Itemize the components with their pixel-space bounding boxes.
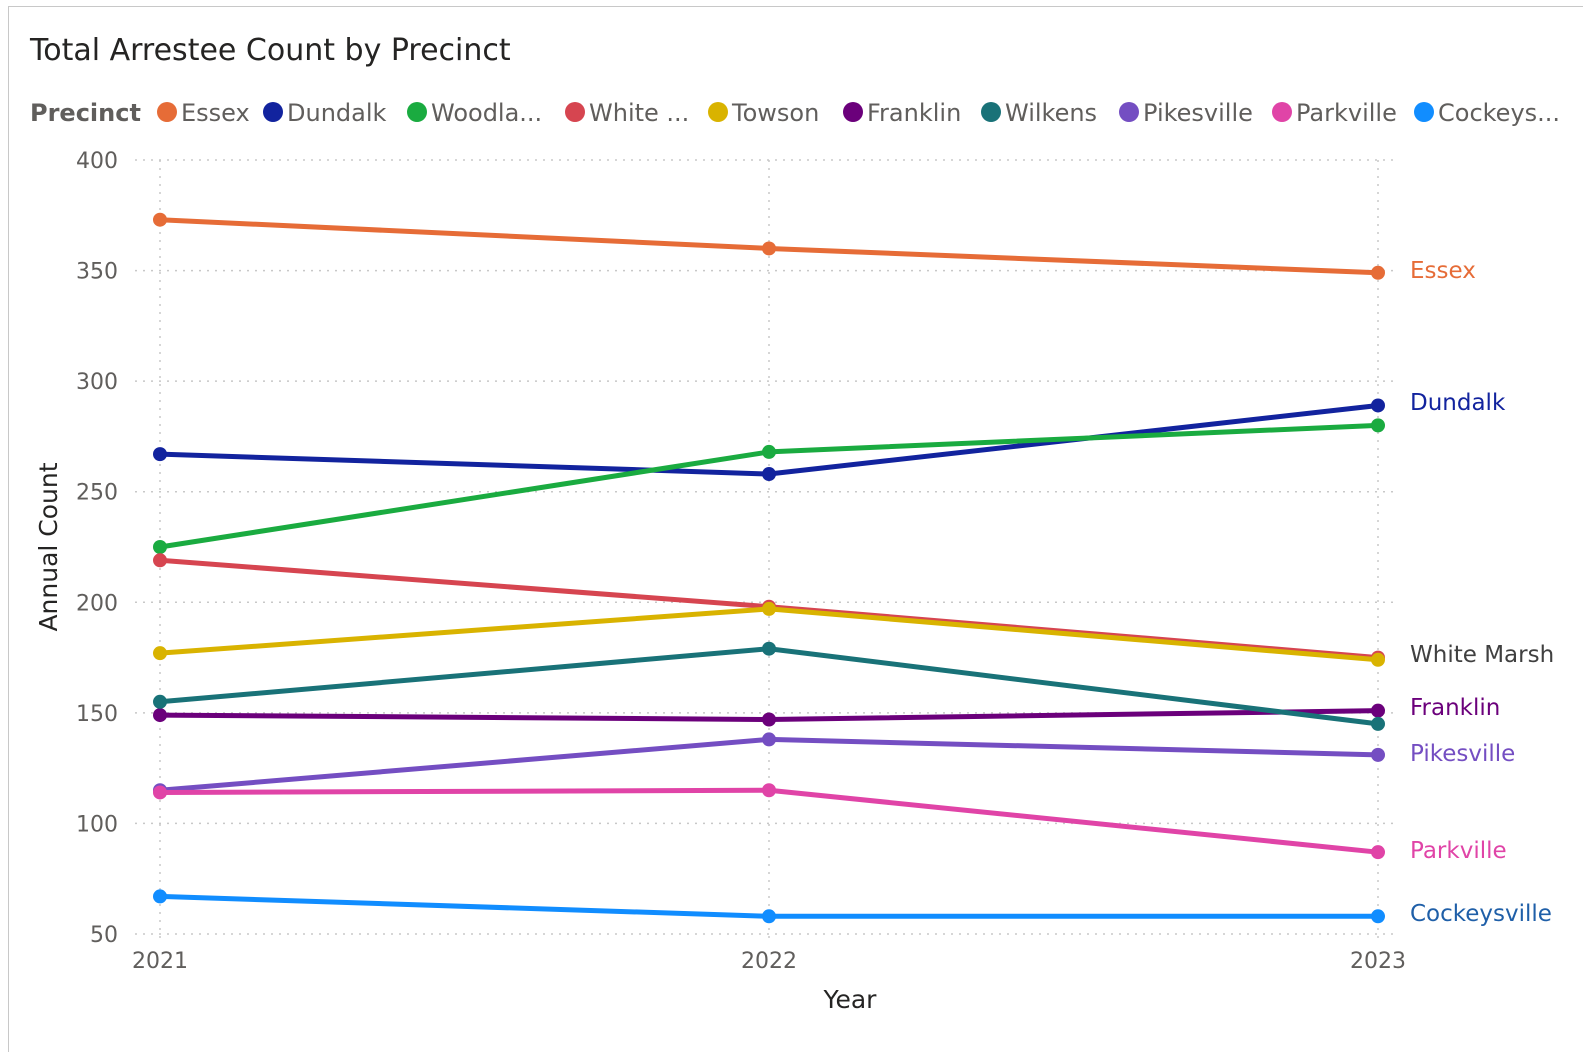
legend-marker-icon [263, 102, 283, 122]
data-point[interactable] [1371, 909, 1385, 924]
series-franklin [153, 703, 1385, 727]
data-point[interactable] [762, 783, 776, 798]
end-label-franklin: Franklin [1410, 695, 1500, 721]
x-axis: 2021 2022 2023 [132, 949, 1406, 974]
legend-label: White ... [589, 99, 689, 127]
data-point[interactable] [1371, 265, 1385, 280]
y-tick-label: 100 [76, 812, 118, 837]
legend-marker-icon [981, 102, 1001, 122]
legend-item-franklin[interactable]: Franklin [843, 99, 961, 127]
data-point[interactable] [1371, 845, 1385, 860]
legend-label: Franklin [867, 99, 961, 127]
data-point[interactable] [762, 909, 776, 924]
legend-item-cockeysville[interactable]: Cockeys... [1414, 99, 1560, 127]
x-axis-title: Year [823, 985, 878, 1014]
legend-label: Cockeys... [1438, 99, 1560, 127]
end-label-essex: Essex [1410, 258, 1476, 284]
series-woodlawn [153, 418, 1385, 554]
data-point[interactable] [1371, 716, 1385, 731]
y-tick-label: 300 [76, 370, 118, 395]
y-tick-label: 250 [76, 481, 118, 506]
data-point[interactable] [762, 641, 776, 656]
series-dundalk [153, 398, 1385, 482]
series-essex [153, 212, 1385, 280]
data-point[interactable] [153, 212, 167, 227]
chart-title: Total Arrestee Count by Precinct [29, 33, 511, 68]
series-wilkens [153, 641, 1385, 731]
series-line [157, 736, 1381, 793]
legend-marker-icon [1414, 102, 1434, 122]
legend-marker-icon [1272, 102, 1292, 122]
legend-item-dundalk[interactable]: Dundalk [263, 99, 387, 127]
legend[interactable]: Precinct Essex Dundalk Woodla... White ... T… [30, 99, 1560, 127]
data-point[interactable] [762, 241, 776, 256]
end-label-cockeysville: Cockeysville [1410, 901, 1552, 927]
legend-marker-icon [407, 102, 427, 122]
legend-item-essex[interactable]: Essex [157, 99, 250, 127]
x-tick-label: 2022 [741, 949, 797, 974]
data-point[interactable] [1371, 652, 1385, 667]
legend-label: Woodla... [431, 99, 542, 127]
data-point[interactable] [1371, 747, 1385, 762]
y-tick-label: 50 [90, 923, 118, 948]
legend-marker-icon [708, 102, 728, 122]
data-point[interactable] [153, 553, 167, 568]
legend-marker-icon [157, 102, 177, 122]
data-point[interactable] [762, 601, 776, 616]
legend-item-pikesville[interactable]: Pikesville [1119, 99, 1253, 127]
legend-label: Parkville [1296, 99, 1397, 127]
y-axis-title: Annual Count [34, 462, 63, 631]
legend-label: Essex [181, 99, 250, 127]
end-label-dundalk: Dundalk [1410, 390, 1506, 416]
legend-label: Towson [731, 99, 819, 127]
end-label-parkville: Parkville [1410, 838, 1507, 864]
series-cockeysville [153, 889, 1385, 924]
legend-marker-icon [565, 102, 585, 122]
series-parkville [153, 783, 1385, 860]
data-point[interactable] [1371, 398, 1385, 413]
legend-label: Pikesville [1143, 99, 1253, 127]
end-labels: Essex Dundalk White Marsh Franklin Pikesvill… [1410, 258, 1554, 927]
data-point[interactable] [762, 712, 776, 727]
legend-label: Wilkens [1005, 99, 1097, 127]
data-point[interactable] [153, 785, 167, 800]
data-point[interactable] [1371, 703, 1385, 718]
x-tick-label: 2021 [132, 949, 188, 974]
legend-item-white-marsh[interactable]: White ... [565, 99, 689, 127]
gridlines [135, 159, 1395, 938]
end-label-pikesville: Pikesville [1410, 741, 1515, 767]
series-line [157, 402, 1381, 477]
y-tick-label: 350 [76, 260, 118, 285]
data-point[interactable] [762, 732, 776, 747]
data-point[interactable] [153, 646, 167, 661]
data-point[interactable] [762, 467, 776, 482]
legend-item-wilkens[interactable]: Wilkens [981, 99, 1097, 127]
series-lines [153, 212, 1385, 924]
series-towson [153, 601, 1385, 667]
data-point[interactable] [762, 444, 776, 459]
legend-title: Precinct [30, 99, 141, 127]
data-point[interactable] [153, 540, 167, 554]
data-point[interactable] [153, 889, 167, 904]
legend-label: Dundalk [287, 99, 387, 127]
data-point[interactable] [153, 694, 167, 709]
x-tick-label: 2023 [1350, 949, 1406, 974]
y-axis: 400 350 300 250 200 150 100 50 [76, 149, 118, 948]
series-line [157, 787, 1381, 855]
legend-marker-icon [1119, 102, 1139, 122]
data-point[interactable] [153, 447, 167, 462]
y-tick-label: 400 [76, 149, 118, 174]
legend-item-parkville[interactable]: Parkville [1272, 99, 1397, 127]
data-point[interactable] [153, 708, 167, 723]
legend-item-woodlawn[interactable]: Woodla... [407, 99, 542, 127]
y-tick-label: 150 [76, 702, 118, 727]
data-point[interactable] [1371, 418, 1385, 433]
y-tick-label: 200 [76, 591, 118, 616]
end-label-white-marsh: White Marsh [1410, 642, 1554, 668]
legend-marker-icon [843, 102, 863, 122]
legend-item-towson[interactable]: Towson [708, 99, 819, 127]
